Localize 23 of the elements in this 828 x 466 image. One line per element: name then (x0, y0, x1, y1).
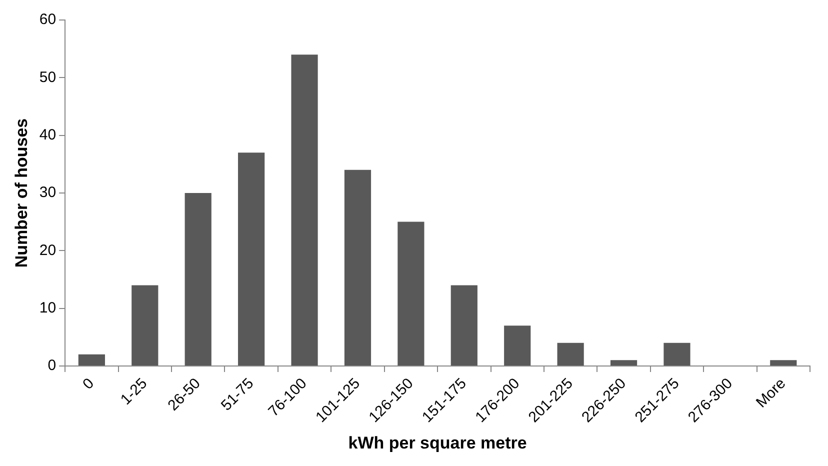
y-tick-label: 20 (39, 242, 56, 259)
bar (78, 354, 105, 366)
bar (504, 326, 531, 366)
bar (610, 360, 638, 366)
y-tick-label: 0 (48, 357, 56, 374)
bar (557, 342, 584, 366)
y-tick-label: 30 (39, 184, 56, 202)
y-tick-label: 10 (39, 299, 56, 316)
y-tick-label: 60 (39, 11, 56, 28)
bar (132, 285, 158, 366)
bar (398, 222, 424, 366)
y-axis-title: Number of houses (12, 118, 31, 268)
bar (291, 54, 318, 366)
y-tick-label: 50 (39, 68, 56, 86)
bar (238, 152, 265, 366)
bar (450, 285, 478, 366)
bar (344, 170, 372, 366)
x-tick-label: 0 (80, 375, 98, 393)
bar (184, 192, 212, 366)
bar (770, 360, 797, 366)
x-axis-title: kWh per square metre (348, 433, 527, 452)
bar (664, 342, 690, 366)
y-tick-label: 40 (39, 126, 56, 144)
